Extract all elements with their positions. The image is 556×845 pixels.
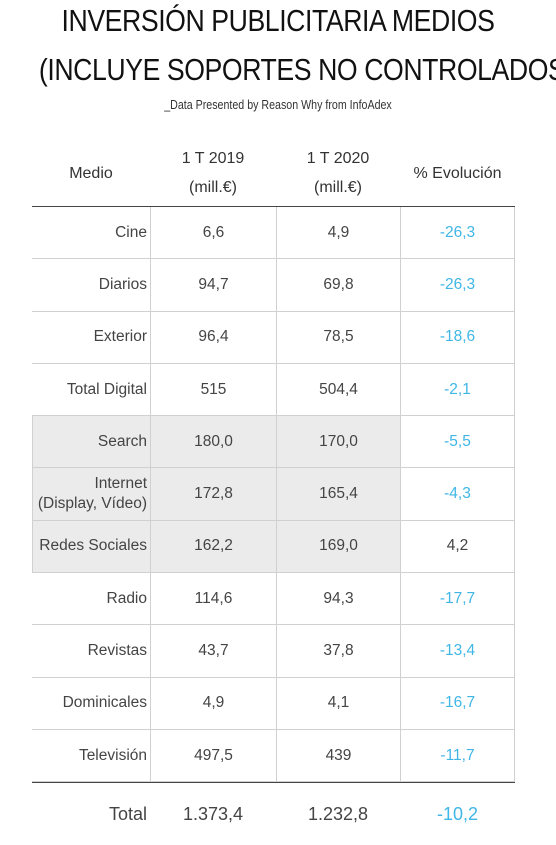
header-2020-line1: 1 T 2020 xyxy=(306,150,370,167)
row-medio: Revistas xyxy=(87,642,147,660)
header-medio-label: Medio xyxy=(69,164,113,182)
row-evolucion: -26,3 xyxy=(400,259,515,311)
page-subtitle: _Data Presented by Reason Why from InfoA… xyxy=(164,97,392,112)
row-evolucion: -17,7 xyxy=(400,573,515,625)
total-evolucion: -10,2 xyxy=(436,803,479,824)
total-2020: 1.232,8 xyxy=(307,803,369,824)
table-body: Cine 6,6 4,9 -26,3 Diarios 94,7 69,8 -26,3 Exter… xyxy=(32,207,515,783)
row-2019: 43,7 xyxy=(150,625,276,677)
row-evolucion: -13,4 xyxy=(400,625,515,677)
row-medio: Total Digital xyxy=(66,380,147,398)
row-evolucion: -5,5 xyxy=(400,416,515,468)
row-2020: 165,4 xyxy=(276,468,400,520)
media-investment-table: Medio 1 T 2019 (mill.€) 1 T 2020 (mill.€… xyxy=(32,140,515,845)
row-evolucion: -16,7 xyxy=(400,677,515,729)
row-evolucion: -26,3 xyxy=(400,207,515,259)
row-medio: Redes Sociales xyxy=(32,520,150,573)
row-2019: 6,6 xyxy=(150,207,276,259)
row-medio: Search xyxy=(32,416,150,468)
table-row: Dominicales 4,9 4,1 -16,7 xyxy=(32,677,515,730)
row-medio: Dominicales xyxy=(62,694,147,712)
table-row: Televisión 497,5 439 -11,7 xyxy=(32,729,515,783)
page-title-line-1: INVERSIÓN PUBLICITARIA MEDIOS xyxy=(61,3,495,38)
row-evolucion: -18,6 xyxy=(400,311,515,363)
row-2020: 69,8 xyxy=(276,259,400,311)
table-row: Redes Sociales 162,2 169,0 4,2 xyxy=(32,520,515,574)
table-header: Medio 1 T 2019 (mill.€) 1 T 2020 (mill.€… xyxy=(32,140,515,207)
header-2019-line2: (mill.€) xyxy=(189,179,237,196)
header-evolucion: % Evolución xyxy=(400,140,515,206)
table-row: Radio 114,6 94,3 -17,7 xyxy=(32,573,515,626)
row-evolucion: -11,7 xyxy=(400,729,515,782)
row-2020: 439 xyxy=(276,729,400,782)
row-medio: Televisión xyxy=(78,746,147,764)
header-medio: Medio xyxy=(32,140,150,206)
row-2019: 172,8 xyxy=(150,468,276,520)
row-medio: Internet (Display, Vídeo) xyxy=(32,468,150,520)
row-evolucion: -2,1 xyxy=(400,363,515,416)
row-2020: 170,0 xyxy=(276,416,400,468)
header-2019-line1: 1 T 2019 xyxy=(181,150,245,167)
row-2019: 114,6 xyxy=(150,573,276,625)
row-2020: 504,4 xyxy=(276,363,400,416)
table-row: Internet (Display, Vídeo) 172,8 165,4 -4,3 xyxy=(32,468,515,521)
row-2020: 4,9 xyxy=(276,207,400,259)
row-medio: Radio xyxy=(106,589,148,607)
row-2020: 94,3 xyxy=(276,573,400,625)
row-2019: 515 xyxy=(150,363,276,416)
header-2019: 1 T 2019 (mill.€) xyxy=(150,140,276,206)
row-2019: 96,4 xyxy=(150,311,276,363)
total-2019: 1.373,4 xyxy=(182,803,244,824)
table-row: Revistas 43,7 37,8 -13,4 xyxy=(32,625,515,678)
row-medio: Cine xyxy=(115,223,147,241)
header-2020-line2: (mill.€) xyxy=(314,179,362,196)
row-2020: 78,5 xyxy=(276,311,400,363)
total-row: Total 1.373,4 1.232,8 -10,2 xyxy=(32,782,515,845)
table-row: Total Digital 515 504,4 -2,1 xyxy=(32,363,515,417)
row-evolucion: -4,3 xyxy=(400,468,515,520)
row-2019: 4,9 xyxy=(150,677,276,729)
row-2019: 162,2 xyxy=(150,520,276,573)
table-row: Exterior 96,4 78,5 -18,6 xyxy=(32,311,515,364)
row-medio: Diarios xyxy=(98,275,147,293)
row-2020: 169,0 xyxy=(276,520,400,573)
row-2019: 180,0 xyxy=(150,416,276,468)
table-row: Search 180,0 170,0 -5,5 xyxy=(32,416,515,469)
table-row: Cine 6,6 4,9 -26,3 xyxy=(32,207,515,260)
header-evolucion-label: % Evolución xyxy=(413,164,502,182)
row-2019: 94,7 xyxy=(150,259,276,311)
row-evolucion: 4,2 xyxy=(400,520,515,573)
page-title-line-2: (INCLUYE SOPORTES NO CONTROLADOS) xyxy=(38,52,556,87)
row-medio: Exterior xyxy=(93,328,147,346)
table-row: Diarios 94,7 69,8 -26,3 xyxy=(32,259,515,312)
row-2019: 497,5 xyxy=(150,729,276,782)
total-label: Total xyxy=(108,804,147,825)
header-2020: 1 T 2020 (mill.€) xyxy=(276,140,400,206)
row-2020: 37,8 xyxy=(276,625,400,677)
row-2020: 4,1 xyxy=(276,677,400,729)
